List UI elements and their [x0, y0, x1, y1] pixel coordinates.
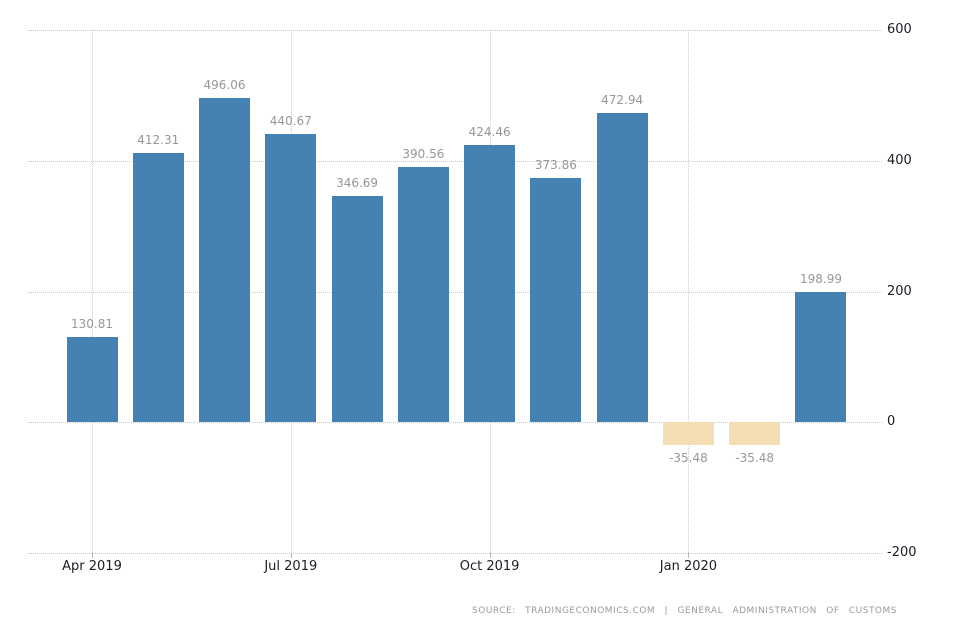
bar[interactable]	[66, 336, 118, 423]
bar-value-label: 198.99	[799, 272, 842, 287]
x-axis-tick-mark	[489, 553, 491, 558]
x-axis-tick-mark	[92, 553, 93, 558]
bar-value-label: 424.46	[468, 124, 511, 139]
bar-value-label: 130.81	[71, 316, 113, 331]
y-axis-tick-label: 400	[887, 152, 912, 168]
bar[interactable]	[265, 134, 317, 423]
bar-value-label: 346.69	[336, 175, 379, 190]
y-axis-tick-label: 0	[887, 414, 896, 430]
bar-value-label: 373.86	[534, 157, 577, 172]
gridline-horizontal	[28, 553, 882, 554]
x-axis-tick-mark	[688, 553, 690, 558]
bar-value-label: 412.31	[137, 132, 180, 147]
bar-value-label: 440.67	[269, 114, 312, 129]
gridline-horizontal	[28, 291, 882, 293]
x-axis-tick-label: Oct 2019	[459, 559, 520, 574]
y-axis-tick-label: 200	[887, 283, 912, 299]
gridline-vertical	[92, 30, 93, 553]
bar-value-label: -35.48	[669, 451, 708, 466]
gridline-horizontal	[28, 422, 882, 424]
bar[interactable]	[729, 422, 781, 446]
bar[interactable]	[795, 292, 847, 423]
bar-value-label: 496.06	[203, 77, 246, 92]
bar-value-label: -35.48	[735, 451, 775, 466]
bar[interactable]	[662, 422, 714, 446]
x-axis-tick-label: Apr 2019	[62, 559, 122, 574]
x-axis-tick-label: Jan 2020	[659, 559, 718, 574]
y-axis-tick-label: -200	[887, 545, 917, 560]
bar[interactable]	[530, 177, 582, 423]
bar[interactable]	[199, 97, 251, 423]
gridline-vertical	[688, 30, 690, 553]
bar-value-label: 390.56	[402, 146, 445, 161]
bar-value-label: 472.94	[601, 93, 644, 108]
gridline-horizontal	[28, 30, 882, 31]
x-axis-tick-label: Jul 2019	[264, 559, 318, 574]
bar[interactable]	[397, 166, 449, 423]
bar[interactable]	[596, 113, 648, 423]
x-axis-tick-mark	[290, 553, 292, 558]
bar[interactable]	[132, 152, 184, 423]
source-attribution: SOURCE: TRADINGECONOMICS.COM | GENERAL A…	[472, 606, 897, 616]
bar[interactable]	[464, 144, 516, 423]
gridline-horizontal	[28, 160, 882, 162]
y-axis-tick-label: 600	[887, 22, 912, 37]
bar[interactable]	[331, 195, 383, 423]
